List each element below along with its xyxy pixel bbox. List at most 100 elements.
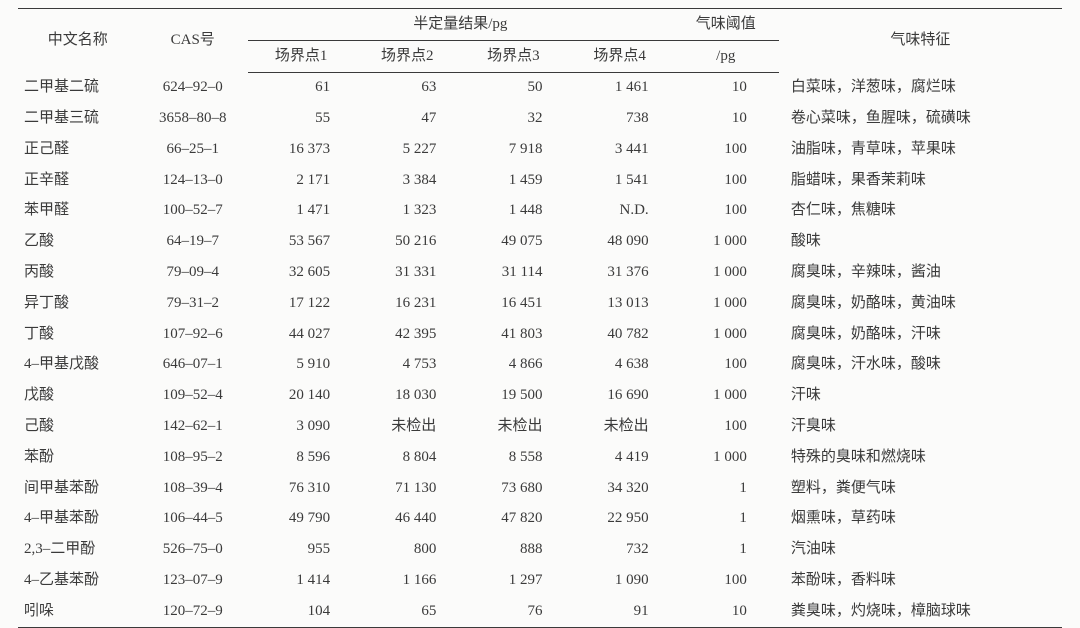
cell-value: 31 331 bbox=[354, 257, 460, 288]
cell-cas: 100–52–7 bbox=[137, 196, 248, 227]
cell-cas: 109–52–4 bbox=[137, 380, 248, 411]
cell-value: 8 804 bbox=[354, 442, 460, 473]
cell-desc: 脂蜡味，果香茉莉味 bbox=[779, 165, 1062, 196]
cell-value: 4 638 bbox=[566, 350, 672, 381]
cell-value: 2 171 bbox=[248, 165, 354, 196]
cell-threshold: 100 bbox=[673, 165, 779, 196]
cell-value: 18 030 bbox=[354, 380, 460, 411]
table-row: 苯酚108–95–28 5968 8048 5584 4191 000特殊的臭味… bbox=[18, 442, 1062, 473]
cell-value: 49 790 bbox=[248, 504, 354, 535]
cell-value: 40 782 bbox=[566, 319, 672, 350]
cell-value: 73 680 bbox=[460, 473, 566, 504]
cell-name: 正己醛 bbox=[18, 134, 137, 165]
cell-name: 4–甲基苯酚 bbox=[18, 504, 137, 535]
cell-threshold: 1 000 bbox=[673, 319, 779, 350]
cell-value: 65 bbox=[354, 596, 460, 627]
cell-value: 50 bbox=[460, 72, 566, 103]
cell-value: 41 803 bbox=[460, 319, 566, 350]
cell-value: 7 918 bbox=[460, 134, 566, 165]
cell-threshold: 1 000 bbox=[673, 380, 779, 411]
cell-cas: 66–25–1 bbox=[137, 134, 248, 165]
cell-value: 76 310 bbox=[248, 473, 354, 504]
cell-value: 20 140 bbox=[248, 380, 354, 411]
cell-cas: 120–72–9 bbox=[137, 596, 248, 627]
header-cas: CAS号 bbox=[137, 9, 248, 73]
table-row: 己酸142–62–13 090未检出未检出未检出100汗臭味 bbox=[18, 411, 1062, 442]
cell-value: 1 323 bbox=[354, 196, 460, 227]
cell-name: 二甲基二硫 bbox=[18, 72, 137, 103]
cell-value: 104 bbox=[248, 596, 354, 627]
cell-threshold: 1 000 bbox=[673, 226, 779, 257]
table-row: 2,3–二甲酚526–75–09558008887321汽油味 bbox=[18, 534, 1062, 565]
cell-name: 苯甲醛 bbox=[18, 196, 137, 227]
cell-value: 34 320 bbox=[566, 473, 672, 504]
cell-value: 61 bbox=[248, 72, 354, 103]
cell-desc: 粪臭味，灼烧味，樟脑球味 bbox=[779, 596, 1062, 627]
cell-value: 888 bbox=[460, 534, 566, 565]
cell-value: 1 448 bbox=[460, 196, 566, 227]
cell-value: 1 541 bbox=[566, 165, 672, 196]
cell-threshold: 1 000 bbox=[673, 442, 779, 473]
cell-value: 未检出 bbox=[460, 411, 566, 442]
cell-cas: 106–44–5 bbox=[137, 504, 248, 535]
header-site-1: 场界点1 bbox=[248, 40, 354, 72]
cell-threshold: 100 bbox=[673, 411, 779, 442]
header-name: 中文名称 bbox=[18, 9, 137, 73]
table-row: 正己醛66–25–116 3735 2277 9183 441100油脂味，青草… bbox=[18, 134, 1062, 165]
cell-value: 22 950 bbox=[566, 504, 672, 535]
header-site-3: 场界点3 bbox=[460, 40, 566, 72]
cell-value: 91 bbox=[566, 596, 672, 627]
cell-cas: 108–95–2 bbox=[137, 442, 248, 473]
cell-value: N.D. bbox=[566, 196, 672, 227]
table-row: 4–甲基苯酚106–44–549 79046 44047 82022 9501烟… bbox=[18, 504, 1062, 535]
cell-value: 44 027 bbox=[248, 319, 354, 350]
cell-cas: 79–31–2 bbox=[137, 288, 248, 319]
cell-desc: 腐臭味，奶酪味，汗味 bbox=[779, 319, 1062, 350]
cell-threshold: 10 bbox=[673, 596, 779, 627]
cell-name: 间甲基苯酚 bbox=[18, 473, 137, 504]
cell-threshold: 100 bbox=[673, 134, 779, 165]
cell-cas: 646–07–1 bbox=[137, 350, 248, 381]
cell-desc: 腐臭味，汗水味，酸味 bbox=[779, 350, 1062, 381]
table-row: 4–甲基戊酸646–07–15 9104 7534 8664 638100腐臭味… bbox=[18, 350, 1062, 381]
cell-value: 47 820 bbox=[460, 504, 566, 535]
table-row: 丁酸107–92–644 02742 39541 80340 7821 000腐… bbox=[18, 319, 1062, 350]
cell-value: 63 bbox=[354, 72, 460, 103]
cell-threshold: 10 bbox=[673, 103, 779, 134]
cell-value: 1 166 bbox=[354, 565, 460, 596]
cell-name: 二甲基三硫 bbox=[18, 103, 137, 134]
cell-cas: 107–92–6 bbox=[137, 319, 248, 350]
cell-value: 8 596 bbox=[248, 442, 354, 473]
header-threshold-unit: /pg bbox=[673, 40, 779, 72]
cell-desc: 汗味 bbox=[779, 380, 1062, 411]
cell-name: 乙酸 bbox=[18, 226, 137, 257]
cell-value: 48 090 bbox=[566, 226, 672, 257]
cell-value: 5 910 bbox=[248, 350, 354, 381]
cell-cas: 624–92–0 bbox=[137, 72, 248, 103]
cell-value: 955 bbox=[248, 534, 354, 565]
cell-name: 戊酸 bbox=[18, 380, 137, 411]
cell-cas: 108–39–4 bbox=[137, 473, 248, 504]
cell-desc: 特殊的臭味和燃烧味 bbox=[779, 442, 1062, 473]
cell-threshold: 100 bbox=[673, 565, 779, 596]
cell-desc: 苯酚味，香料味 bbox=[779, 565, 1062, 596]
cell-desc: 腐臭味，辛辣味，酱油 bbox=[779, 257, 1062, 288]
cell-desc: 酸味 bbox=[779, 226, 1062, 257]
cell-cas: 123–07–9 bbox=[137, 565, 248, 596]
cell-name: 异丁酸 bbox=[18, 288, 137, 319]
cell-value: 1 297 bbox=[460, 565, 566, 596]
cell-cas: 526–75–0 bbox=[137, 534, 248, 565]
cell-value: 3 441 bbox=[566, 134, 672, 165]
cell-desc: 杏仁味，焦糖味 bbox=[779, 196, 1062, 227]
cell-value: 1 471 bbox=[248, 196, 354, 227]
cell-value: 16 451 bbox=[460, 288, 566, 319]
table-body: 二甲基二硫624–92–06163501 46110白菜味，洋葱味，腐烂味二甲基… bbox=[18, 72, 1062, 627]
cell-desc: 卷心菜味，鱼腥味，硫磺味 bbox=[779, 103, 1062, 134]
table-row: 间甲基苯酚108–39–476 31071 13073 68034 3201塑料… bbox=[18, 473, 1062, 504]
cell-value: 49 075 bbox=[460, 226, 566, 257]
cell-value: 42 395 bbox=[354, 319, 460, 350]
cell-value: 31 114 bbox=[460, 257, 566, 288]
cell-cas: 79–09–4 bbox=[137, 257, 248, 288]
cell-value: 4 753 bbox=[354, 350, 460, 381]
table-row: 苯甲醛100–52–71 4711 3231 448N.D.100杏仁味，焦糖味 bbox=[18, 196, 1062, 227]
